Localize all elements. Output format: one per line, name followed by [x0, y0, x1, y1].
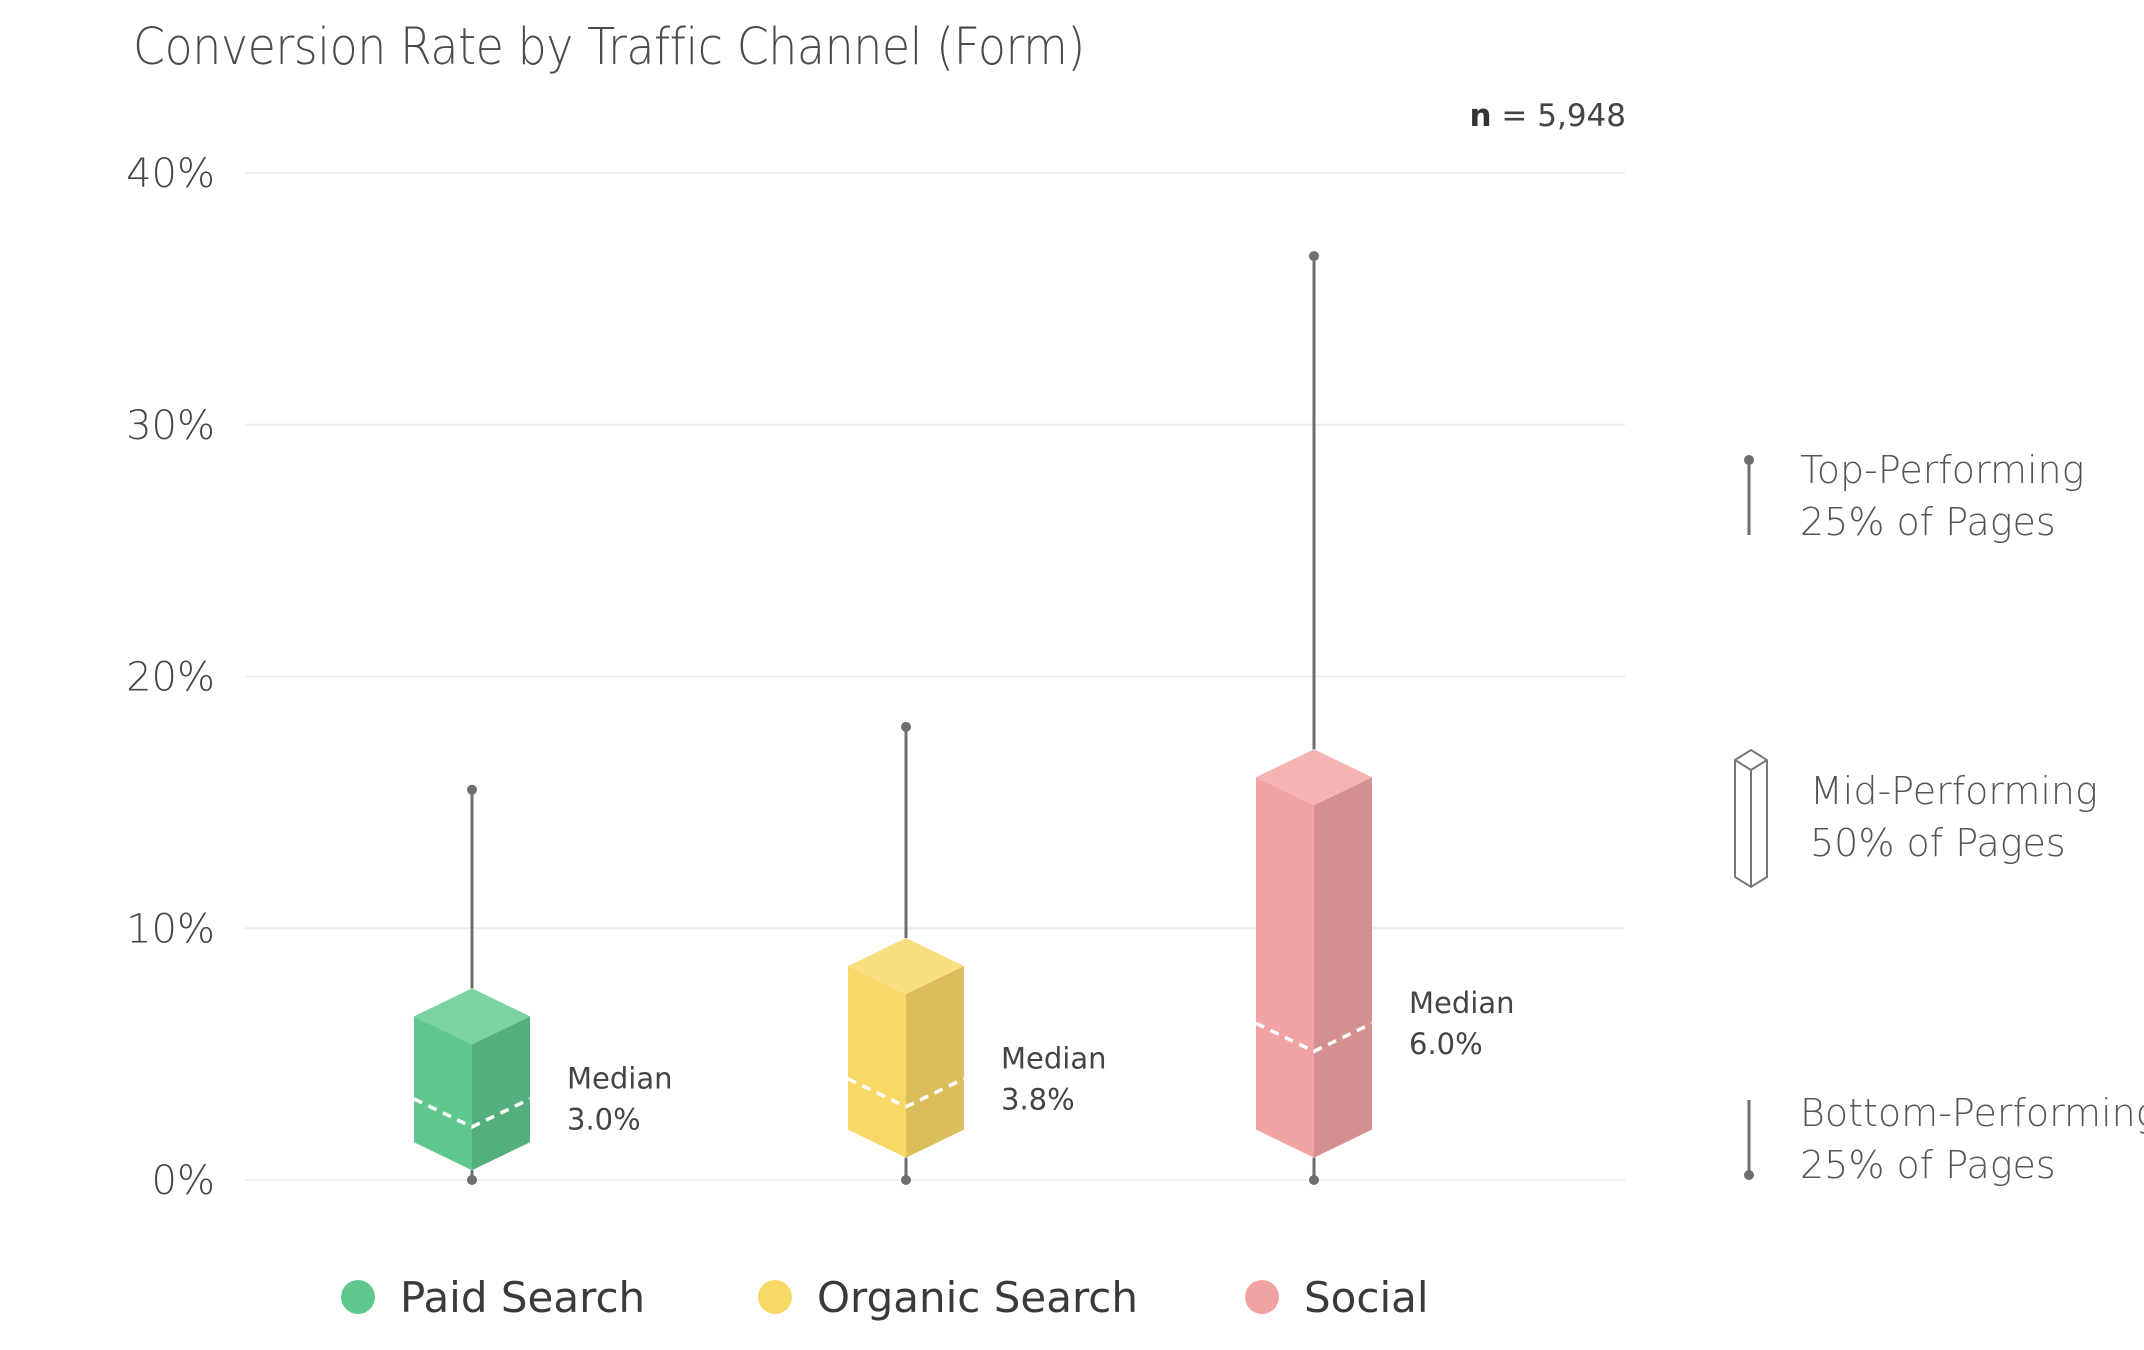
legend-label: Organic Search — [817, 1273, 1138, 1322]
legend-marker — [758, 1280, 792, 1314]
median-value: 3.0% — [567, 1102, 641, 1136]
key-top-label: Top-Performing 25% of Pages — [1800, 444, 2084, 548]
key-mid-line2: 50% of Pages — [1810, 821, 2066, 865]
median-line — [413, 1097, 531, 1129]
box-top-face — [414, 988, 530, 1045]
y-tick-label: 0% — [152, 1158, 215, 1204]
y-tick-label: 20% — [126, 655, 215, 701]
key-mid-edge — [1734, 759, 1752, 771]
box-left-face — [1256, 777, 1314, 1158]
y-tick-label: 10% — [126, 906, 215, 952]
key-top-line2: 25% of Pages — [1800, 500, 2056, 544]
key-mid-box — [1734, 748, 1768, 889]
median-value: 6.0% — [1409, 1027, 1483, 1061]
box-right-face — [1314, 777, 1372, 1158]
min-point — [467, 1175, 477, 1185]
box-left-face — [848, 966, 906, 1158]
key-bottom-label: Bottom-Performing 25% of Pages — [1800, 1087, 2144, 1191]
key-mid-label: Mid-Performing 50% of Pages — [1810, 765, 2098, 869]
legend-label: Paid Search — [400, 1273, 645, 1322]
box-left-face — [414, 1016, 472, 1171]
key-bottom-line1: Bottom-Performing — [1800, 1091, 2144, 1135]
max-point — [467, 784, 477, 795]
box-right-face — [472, 1016, 530, 1171]
median-line — [847, 1077, 965, 1109]
legend-marker — [341, 1280, 375, 1314]
median-line — [1255, 1021, 1373, 1054]
max-point — [1309, 251, 1319, 262]
legend-marker — [1245, 1280, 1279, 1314]
key-bottom-line2: 25% of Pages — [1800, 1143, 2056, 1187]
key-mid-line1: Mid-Performing — [1810, 769, 2098, 813]
key-mid-edge — [1750, 759, 1768, 771]
max-point — [901, 721, 911, 732]
box-top-face — [1256, 749, 1372, 806]
key-top-line1: Top-Performing — [1800, 448, 2085, 492]
box-right-face — [906, 966, 964, 1158]
y-tick-label: 40% — [126, 151, 215, 197]
median-label: Median — [1001, 1041, 1106, 1075]
median-value: 3.8% — [1001, 1082, 1075, 1116]
legend-label: Social — [1304, 1273, 1429, 1322]
key-bottom-dot — [1744, 1170, 1754, 1180]
median-label: Median — [567, 1061, 672, 1095]
min-point — [1309, 1175, 1319, 1185]
sample-size-value: = 5,948 — [1501, 98, 1626, 134]
chart-title: Conversion Rate by Traffic Channel (Form… — [133, 18, 1085, 77]
sample-size-symbol: n — [1469, 98, 1492, 134]
sample-size-note: n = 5,948 — [1469, 98, 1626, 134]
median-label: Median — [1409, 986, 1514, 1020]
box-top-face — [848, 938, 964, 995]
min-point — [901, 1175, 911, 1185]
y-tick-label: 30% — [126, 403, 215, 449]
